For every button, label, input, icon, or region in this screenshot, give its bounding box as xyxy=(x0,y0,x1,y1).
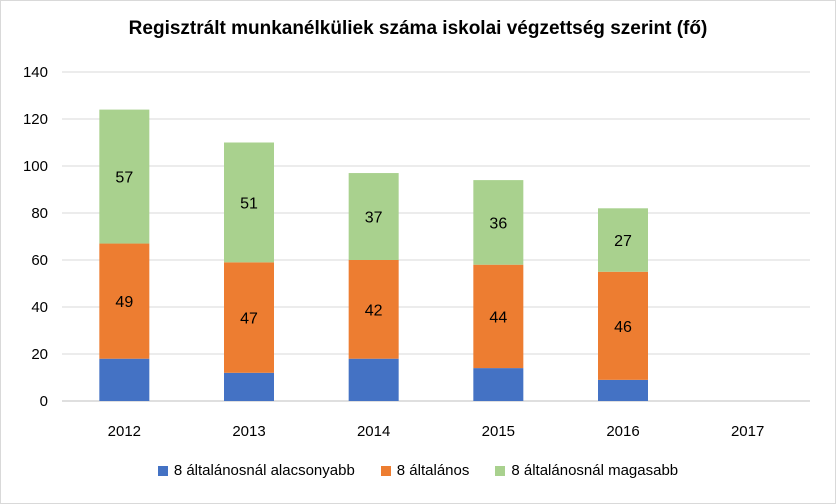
data-label-2012-series-2: 49 xyxy=(115,294,133,311)
legend-label-3: 8 általánosnál magasabb xyxy=(511,462,679,479)
bar-2015-series-3 xyxy=(473,180,524,265)
x-tick-label-2015: 2015 xyxy=(482,423,515,440)
bar-2013-series-3 xyxy=(224,142,274,263)
data-label-2016-series-3: 27 xyxy=(614,233,632,250)
legend-label-1: 8 általánosnál alacsonyabb xyxy=(173,462,355,479)
data-label-2015-series-2: 44 xyxy=(489,309,507,326)
bar-2012-series-1 xyxy=(99,358,150,401)
data-label-2014-series-3: 37 xyxy=(365,210,383,227)
bar-2015-series-1 xyxy=(473,368,524,401)
y-tick-label-0: 0 xyxy=(40,393,48,410)
x-tick-label-2014: 2014 xyxy=(357,423,390,440)
legend-label-2: 8 általános xyxy=(396,462,470,479)
data-label-2016-series-2: 46 xyxy=(614,319,632,336)
x-tick-label-2016: 2016 xyxy=(606,423,639,440)
y-tick-label-120: 120 xyxy=(23,111,48,128)
legend-item-2: 8 általános xyxy=(380,462,470,479)
y-tick-label-100: 100 xyxy=(23,158,48,175)
bar-2016-series-1 xyxy=(598,379,648,401)
bar-2014-series-2 xyxy=(348,260,399,359)
bar-2016-series-3 xyxy=(598,208,648,272)
y-tick-label-40: 40 xyxy=(31,299,48,316)
y-tick-label-80: 80 xyxy=(31,205,48,222)
bar-2013-series-1 xyxy=(224,372,274,401)
legend-item-1: 8 általánosnál alacsonyabb xyxy=(157,462,355,479)
x-tick-label-2012: 2012 xyxy=(108,423,141,440)
bar-2014-series-3 xyxy=(348,173,399,260)
bar-2015-series-2 xyxy=(473,264,524,369)
chart-title: Regisztrált munkanélküliek száma iskolai… xyxy=(128,18,708,39)
bar-2013-series-2 xyxy=(224,262,274,373)
x-tick-label-2017: 2017 xyxy=(731,423,764,440)
legend-swatch-1 xyxy=(157,465,168,476)
chart-legend: 8 általánosnál alacsonyabb 8 általános 8 á… xyxy=(0,462,836,479)
bar-2012-series-2 xyxy=(99,243,150,359)
y-tick-label-20: 20 xyxy=(31,346,48,363)
legend-item-3: 8 általánosnál magasabb xyxy=(495,462,678,479)
bar-2012-series-3 xyxy=(99,109,150,244)
data-label-2014-series-2: 42 xyxy=(365,302,383,319)
bar-2016-series-2 xyxy=(598,271,648,380)
legend-swatch-3 xyxy=(495,465,506,476)
data-label-2015-series-3: 36 xyxy=(489,215,507,232)
data-label-2012-series-3: 57 xyxy=(115,170,133,187)
x-tick-label-2013: 2013 xyxy=(232,423,265,440)
bar-2014-series-1 xyxy=(348,358,399,401)
y-tick-label-140: 140 xyxy=(23,64,48,81)
y-tick-label-60: 60 xyxy=(31,252,48,269)
data-label-2013-series-3: 51 xyxy=(240,195,258,212)
data-label-2013-series-2: 47 xyxy=(240,311,258,328)
legend-swatch-2 xyxy=(380,465,391,476)
